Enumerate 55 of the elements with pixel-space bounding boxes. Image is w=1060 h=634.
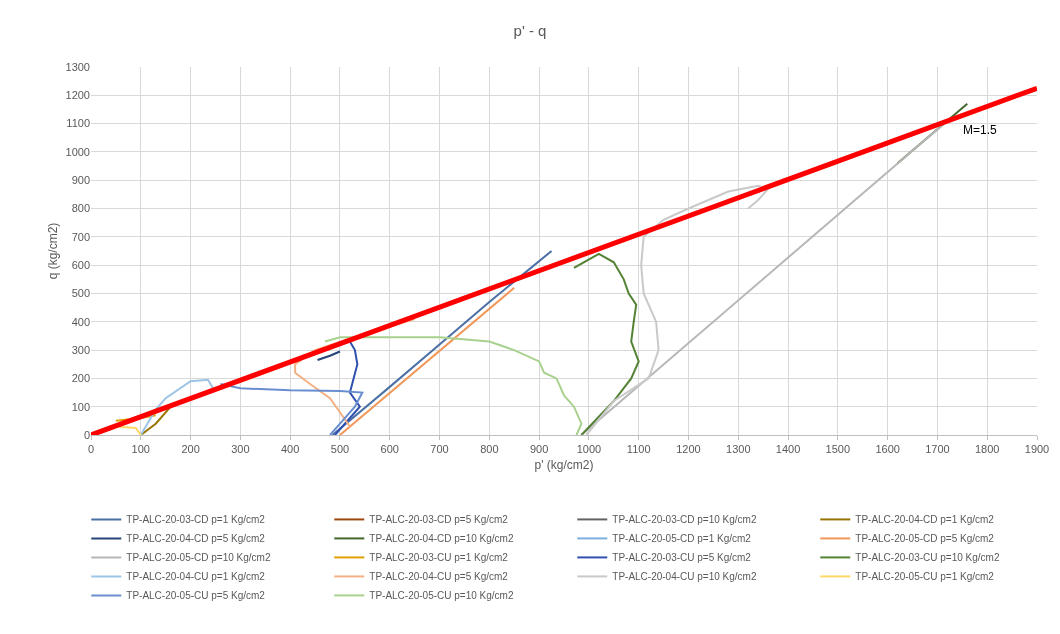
x-tick-label: 700	[430, 443, 449, 456]
y-tick-label: 1100	[66, 117, 90, 130]
x-tick-label: 900	[529, 443, 549, 456]
y-tick-label: 0	[83, 428, 90, 441]
legend-label: TP-ALC-20-04-CD p=10 Kg/cm2	[369, 533, 514, 545]
legend-label: TP-ALC-20-05-CD p=5 Kg/cm2	[855, 533, 995, 545]
chart-title: p' - q	[513, 21, 547, 39]
legend-label: TP-ALC-20-03-CD p=5 Kg/cm2	[369, 514, 509, 526]
y-tick-label: 600	[71, 259, 90, 271]
legend-label: TP-ALC-20-04-CU p=5 Kg/cm2	[369, 571, 509, 583]
y-tick-label: 500	[71, 287, 90, 300]
x-tick-label: 1800	[974, 443, 1000, 456]
x-tick-label: 1100	[626, 443, 651, 456]
y-tick-label: 400	[71, 315, 90, 328]
legend-label: TP-ALC-20-04-CU p=1 Kg/cm2	[126, 571, 266, 583]
legend-label: TP-ALC-20-03-CU p=5 Kg/cm2	[612, 552, 752, 564]
x-tick-label: 1300	[726, 443, 751, 456]
legend-label: TP-ALC-20-03-CD p=1 Kg/cm2	[126, 514, 266, 526]
legend-label: TP-ALC-20-03-CU p=1 Kg/cm2	[369, 552, 509, 564]
x-tick-label: 600	[380, 443, 399, 456]
x-tick-label: 1400	[775, 443, 801, 456]
x-tick-label: 200	[181, 443, 200, 456]
legend-label: TP-ALC-20-05-CU p=1 Kg/cm2	[855, 571, 995, 583]
y-tick-label: 200	[71, 372, 90, 385]
legend-label: TP-ALC-20-04-CD p=1 Kg/cm2	[855, 514, 995, 526]
annotation: M=1.5	[963, 123, 998, 137]
legend-label: TP-ALC-20-05-CD p=10 Kg/cm2	[126, 552, 271, 564]
legend-label: TP-ALC-20-03-CD p=10 Kg/cm2	[612, 514, 757, 526]
x-tick-label: 1500	[825, 443, 851, 456]
y-tick-label: 800	[71, 202, 90, 215]
legend-label: TP-ALC-20-05-CD p=1 Kg/cm2	[612, 533, 752, 545]
legend-label: TP-ALC-20-04-CU p=10 Kg/cm2	[612, 571, 757, 583]
y-tick-label: 900	[71, 174, 90, 187]
x-tick-label: 1700	[925, 443, 950, 456]
legend-label: TP-ALC-20-03-CU p=10 Kg/cm2	[855, 552, 1000, 564]
x-tick-label: 1900	[1024, 443, 1050, 456]
x-tick-label: 1200	[676, 443, 701, 456]
x-tick-label: 800	[480, 443, 499, 456]
y-axis-title: q (kg/cm2)	[46, 222, 60, 280]
x-tick-label: 300	[231, 443, 250, 456]
x-axis-title: p' (kg/cm2)	[534, 458, 594, 473]
legend-label: TP-ALC-20-05-CU p=5 Kg/cm2	[126, 590, 266, 602]
x-tick-label: 1600	[875, 443, 900, 456]
y-tick-label: 1300	[65, 60, 90, 73]
legend-label: TP-ALC-20-05-CU p=10 Kg/cm2	[369, 590, 514, 602]
y-tick-label: 700	[71, 230, 90, 243]
x-tick-label: 500	[330, 443, 350, 456]
y-tick-label: 100	[71, 400, 90, 413]
y-tick-label: 1000	[65, 145, 90, 158]
y-tick-label: 1200	[65, 89, 90, 102]
x-tick-label: 400	[280, 443, 300, 456]
x-tick-label: 100	[131, 443, 150, 456]
x-tick-label: 1000	[576, 443, 602, 456]
legend-label: TP-ALC-20-04-CD p=5 Kg/cm2	[126, 533, 266, 545]
y-tick-label: 300	[71, 343, 90, 356]
